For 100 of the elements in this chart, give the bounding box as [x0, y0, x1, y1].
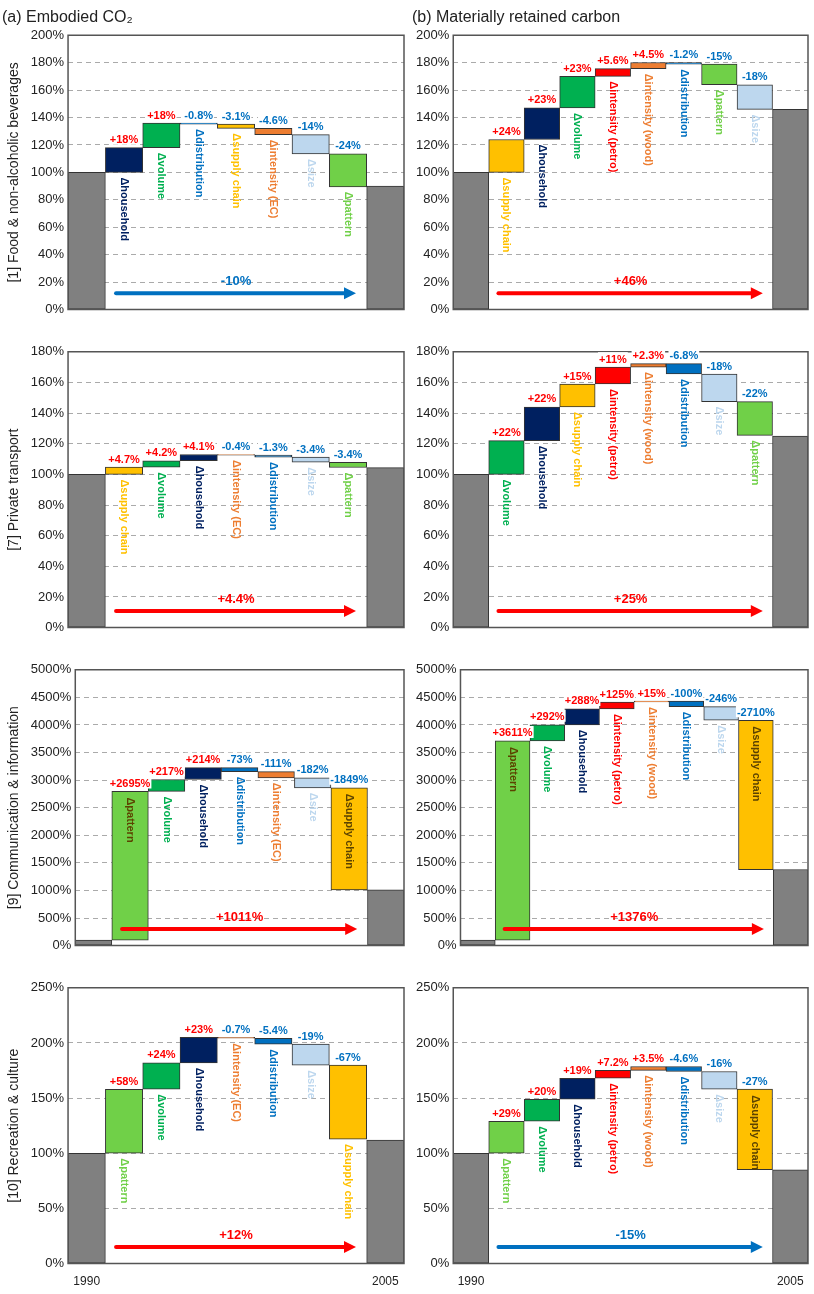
y-tick-label: 2500%: [415, 799, 457, 815]
x-tick-label: Δdistribution: [678, 69, 691, 138]
data-label: +19%: [563, 1063, 592, 1076]
data-label: +3611%: [492, 726, 533, 739]
x-tick-label: Δhousehold: [119, 177, 132, 241]
y-tick-label: 40%: [38, 557, 65, 573]
x-tick-label: Δsupply chain: [572, 411, 585, 488]
x-tick-label: Δpattern: [125, 797, 138, 843]
x-tick-label: Δintensity (petro): [607, 1083, 620, 1175]
x-tick-label: Δintensity (wood): [643, 1075, 656, 1168]
data-label: +292%: [530, 710, 565, 723]
data-label: +29%: [492, 1106, 521, 1119]
x-tick-label: Δvolume: [542, 745, 555, 793]
y-tick-label: 3000%: [30, 771, 72, 787]
x-tick-label: Δhousehold: [198, 784, 211, 848]
data-label: -5.4%: [258, 1023, 288, 1036]
data-label: -4.6%: [669, 1051, 699, 1064]
y-tick-label: 0%: [430, 1255, 450, 1271]
annotation: +12%: [219, 1227, 254, 1243]
data-label: -67%: [335, 1050, 362, 1063]
y-tick-label: 80%: [38, 191, 65, 207]
data-label: +58%: [109, 1074, 139, 1087]
y-tick-label: 200%: [416, 26, 450, 42]
y-axis-title: [1] Food & non-alcoholic beverages: [5, 62, 22, 283]
y-tick-label: 1000%: [30, 882, 72, 898]
data-label: +2695%: [109, 776, 151, 789]
data-label: +18%: [147, 108, 176, 121]
y-tick-label: 140%: [30, 404, 65, 420]
y-tick-label: 180%: [30, 343, 65, 359]
x-tick-label: Δintensity (petro): [607, 388, 620, 481]
x-tick-label: Δhousehold: [193, 465, 206, 530]
annotation: +4.4%: [217, 591, 256, 607]
y-tick-label: 0%: [437, 937, 457, 953]
y-tick-label: 2000%: [30, 826, 72, 842]
x-tick-label: Δsupply chain: [750, 726, 763, 802]
x-tick-label: Δsupply chain: [230, 133, 243, 209]
y-tick-label: 1500%: [415, 854, 457, 870]
x-tick-label: Δdistribution: [678, 379, 691, 448]
data-label: +214%: [185, 753, 221, 766]
y-tick-label: 250%: [416, 979, 450, 995]
data-label: +22%: [527, 392, 557, 405]
data-label: -73%: [226, 753, 253, 766]
x-tick-label: 2005: [776, 1274, 804, 1289]
x-tick-label: Δsupply chain: [119, 479, 132, 555]
x-tick-label: Δsize: [714, 406, 727, 436]
data-label: -246%: [705, 692, 738, 705]
y-tick-label: 180%: [416, 54, 450, 70]
y-tick-label: 120%: [416, 435, 450, 451]
y-tick-label: 5000%: [415, 661, 457, 677]
y-tick-label: 120%: [416, 136, 450, 152]
data-label: -18%: [741, 70, 768, 83]
x-tick-label: Δintensity (wood): [646, 707, 659, 800]
y-tick-label: 0%: [430, 301, 450, 317]
x-tick-label: Δhousehold: [536, 445, 549, 510]
y-axis-title: [7] Private transport: [5, 428, 22, 551]
y-tick-label: 1000%: [415, 882, 457, 898]
y-tick-label: 80%: [423, 496, 450, 512]
x-tick-label: 2005: [371, 1274, 400, 1289]
data-label: -1849%: [330, 773, 369, 786]
y-tick-label: 100%: [416, 1144, 450, 1160]
x-tick-label: Δpattern: [749, 440, 762, 486]
y-tick-label: 160%: [30, 374, 65, 390]
x-tick-label: Δdistribution: [268, 1049, 281, 1118]
y-axis-title: [9] Communication & information: [5, 706, 22, 910]
x-tick-label: Δsize: [716, 725, 729, 754]
y-tick-label: 40%: [38, 246, 65, 262]
y-tick-label: 120%: [30, 435, 65, 451]
annotation: -10%: [220, 273, 252, 289]
x-tick-label: Δsupply chain: [342, 1144, 355, 1220]
y-tick-label: 1500%: [30, 854, 72, 870]
x-tick-label: 1990: [73, 1274, 101, 1289]
annotation: +1011%: [215, 909, 264, 925]
x-tick-label: Δvolume: [156, 152, 169, 200]
y-tick-label: 100%: [416, 163, 450, 179]
x-tick-label: Δintensity (EC): [230, 460, 243, 540]
y-tick-label: 100%: [30, 163, 65, 179]
y-tick-label: 160%: [416, 374, 450, 390]
x-tick-label: Δintensity (petro): [611, 713, 624, 806]
y-tick-label: 4500%: [30, 688, 72, 704]
y-tick-label: 180%: [30, 54, 65, 70]
x-tick-label: Δhousehold: [577, 729, 590, 794]
data-label: +24%: [492, 125, 521, 137]
y-tick-label: 20%: [38, 273, 65, 289]
x-tick-label: Δvolume: [156, 1094, 169, 1141]
y-tick-label: 100%: [30, 465, 65, 481]
x-tick-label: Δvolume: [501, 479, 514, 526]
y-tick-label: 2000%: [415, 826, 457, 842]
data-label: -111%: [260, 757, 292, 770]
data-label: +7.2%: [597, 1055, 629, 1068]
x-tick-label: Δsize: [307, 792, 320, 822]
y-tick-label: 40%: [423, 246, 450, 262]
data-label: +11%: [598, 352, 628, 365]
y-tick-label: 4000%: [415, 716, 457, 732]
y-tick-label: 140%: [416, 109, 450, 125]
y-tick-label: 0%: [45, 1255, 65, 1271]
data-label: +217%: [149, 764, 185, 777]
data-label: +23%: [527, 93, 557, 106]
data-label: +4.1%: [182, 439, 215, 452]
x-tick-label: Δhousehold: [193, 1067, 206, 1132]
y-tick-label: 20%: [423, 273, 450, 289]
